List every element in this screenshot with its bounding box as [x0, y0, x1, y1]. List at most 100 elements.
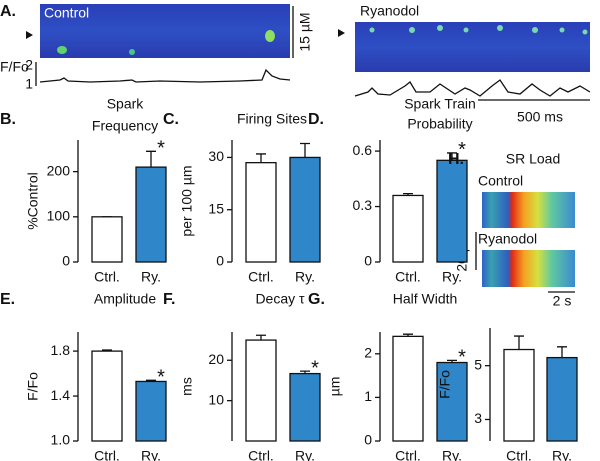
bar — [245, 339, 277, 442]
panel-label: F. — [163, 291, 175, 308]
sr-image — [482, 250, 575, 287]
sr-image — [482, 192, 575, 228]
y-tick-label: 0 — [364, 253, 372, 269]
y-tick-label: 1 — [364, 388, 372, 404]
y-tick-label: 2 — [364, 345, 372, 361]
bar — [436, 361, 468, 442]
spark — [57, 46, 67, 54]
y-tick-label: 0 — [216, 253, 224, 269]
line-scan-image — [355, 22, 590, 72]
sparks — [369, 25, 588, 35]
x-tick-label: Ctrl. — [248, 269, 274, 285]
error-bar — [514, 335, 524, 350]
x-tick-label: Ry. — [295, 448, 315, 461]
y-tick-label: 30 — [208, 148, 224, 164]
y-axis-label: µm — [327, 377, 343, 397]
trace — [39, 68, 291, 83]
x-tick-label: Ctrl. — [395, 269, 421, 285]
trace-tick: 2 — [25, 57, 33, 73]
y-tick-label: 10 — [208, 391, 224, 407]
bar — [91, 350, 123, 442]
image-label: Control — [44, 5, 89, 21]
bar — [546, 356, 578, 442]
panel-label: A. — [0, 3, 16, 20]
significance-mark: * — [458, 347, 466, 369]
error-bar — [557, 346, 567, 358]
panel-label: H. — [448, 151, 464, 168]
x-tick-label: Ctrl. — [248, 448, 274, 461]
error-bar — [300, 142, 310, 158]
trace-tick: 1 — [25, 76, 33, 92]
panel-label: B. — [0, 111, 16, 128]
significance-mark: * — [157, 138, 165, 160]
bar — [289, 156, 321, 263]
y-tick-label: 0.3 — [353, 197, 373, 213]
trace — [354, 79, 591, 97]
x-tick-label: Ry. — [295, 269, 315, 285]
bar — [436, 159, 468, 263]
panel-label: E. — [0, 291, 15, 308]
y-tick-label: 200 — [47, 162, 71, 178]
y-axis-label: F/Fo — [437, 370, 453, 399]
bar — [135, 166, 167, 263]
bar — [392, 194, 424, 263]
y-axis-label: ms — [179, 377, 195, 396]
arrow — [338, 29, 345, 37]
spark — [265, 30, 275, 42]
y-tick-label: 1.0 — [51, 432, 71, 448]
panel-title: SR Load — [506, 151, 560, 167]
x-tick-label: Ctrl. — [94, 448, 120, 461]
x-tick-label: Ry. — [442, 269, 462, 285]
bar — [503, 348, 535, 442]
y-tick-label: 0.6 — [353, 142, 373, 158]
arrow — [26, 31, 33, 39]
x-tick-label: Ctrl. — [395, 448, 421, 461]
scale-label: 2 s — [553, 293, 572, 309]
image-label: Ryanodol — [360, 3, 419, 19]
error-bar — [447, 152, 457, 161]
bar — [392, 335, 424, 442]
panel-label: G. — [308, 291, 325, 308]
panel-title: Probability — [407, 116, 472, 132]
y-tick-label: 1.4 — [51, 387, 71, 403]
image-label: Control — [478, 173, 523, 189]
y-axis-label: %Control — [25, 172, 41, 230]
y-tick-label: 15 — [208, 200, 224, 216]
panel-title: Half Width — [393, 291, 458, 307]
x-tick-label: Ctrl. — [506, 448, 532, 461]
x-tick-label: Ry. — [552, 448, 572, 461]
y-axis-label: per 100 µm — [179, 165, 195, 236]
scale-label: 15 µM — [297, 12, 313, 51]
panel-title: Spark — [107, 96, 145, 112]
bar — [135, 380, 167, 442]
y-axis-label: F/Fo — [25, 372, 41, 401]
bar — [289, 372, 321, 442]
bar — [245, 162, 277, 263]
panel-label: C. — [163, 111, 179, 128]
x-tick-label: Ry. — [141, 269, 161, 285]
panel-title: Spark Train — [404, 96, 476, 112]
x-tick-label: Ctrl. — [94, 269, 120, 285]
y-tick-label: 3 — [474, 410, 482, 426]
x-tick-label: Ry. — [442, 448, 462, 461]
y-tick-label: 0 — [364, 432, 372, 448]
line-scan-image — [40, 4, 290, 58]
error-bar — [256, 334, 266, 341]
y-tick-label: 100 — [47, 208, 71, 224]
panel-title: Decay τ — [255, 291, 305, 307]
panel-title: Frequency — [92, 118, 158, 134]
error-bar — [256, 153, 266, 163]
panel-title: Firing Sites — [237, 111, 307, 127]
spark — [129, 49, 135, 55]
x-tick-label: Ry. — [141, 448, 161, 461]
image-label: Ryanodol — [478, 231, 537, 247]
y-tick-label: 20 — [208, 351, 224, 367]
significance-mark: * — [458, 139, 466, 161]
y-tick-label: 0 — [62, 253, 70, 269]
trace-label: F/Fo — [0, 59, 29, 75]
y-tick-label: 5 — [474, 356, 482, 372]
scale-label: 500 ms — [517, 109, 563, 125]
bar — [91, 216, 123, 263]
error-bar — [146, 150, 156, 168]
